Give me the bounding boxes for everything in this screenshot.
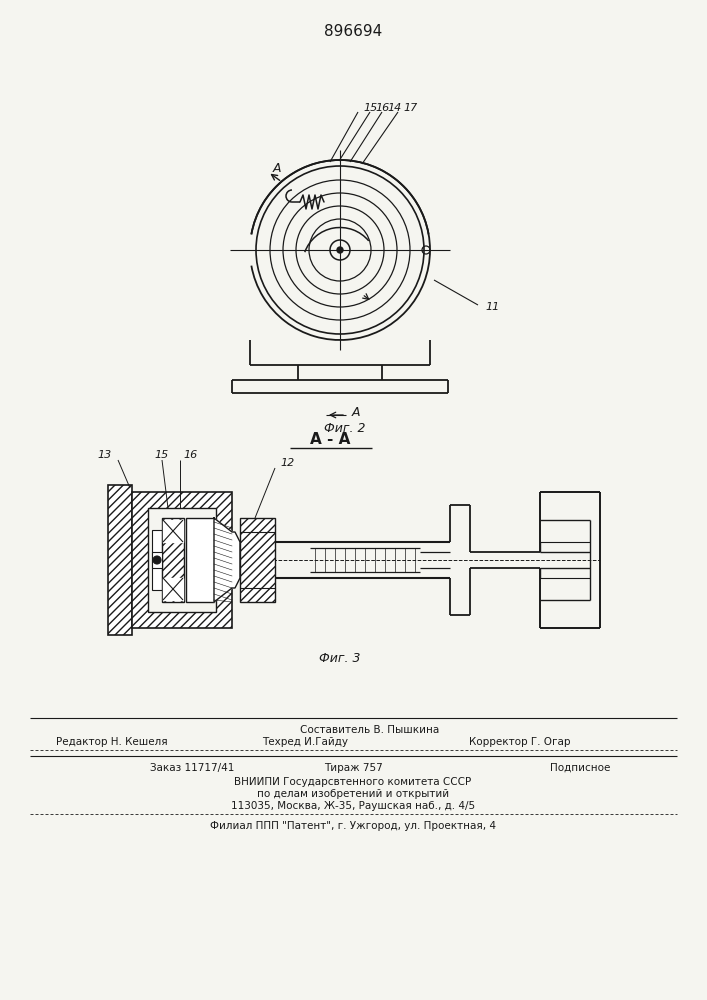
Text: 16: 16 xyxy=(375,103,390,113)
Text: Фиг. 3: Фиг. 3 xyxy=(320,652,361,664)
Text: 12: 12 xyxy=(280,458,294,468)
Text: 11: 11 xyxy=(485,302,499,312)
Text: Техред И.Гайду: Техред И.Гайду xyxy=(262,737,348,747)
Text: 13: 13 xyxy=(98,450,112,460)
Text: Тираж 757: Тираж 757 xyxy=(324,763,382,773)
Text: Филиал ППП "Патент", г. Ужгород, ул. Проектная, 4: Филиал ППП "Патент", г. Ужгород, ул. Про… xyxy=(210,821,496,831)
Bar xyxy=(240,518,275,602)
Circle shape xyxy=(337,247,343,253)
Text: Составитель В. Пышкина: Составитель В. Пышкина xyxy=(300,725,440,735)
Circle shape xyxy=(153,556,161,564)
Text: Корректор Г. Огар: Корректор Г. Огар xyxy=(469,737,571,747)
Text: Фиг. 2: Фиг. 2 xyxy=(325,422,366,434)
Text: 16: 16 xyxy=(183,450,197,460)
Text: 896694: 896694 xyxy=(324,24,382,39)
Text: Редактор Н. Кешеля: Редактор Н. Кешеля xyxy=(56,737,168,747)
Text: Заказ 11717/41: Заказ 11717/41 xyxy=(150,763,235,773)
Text: 113035, Москва, Ж-35, Раушская наб., д. 4/5: 113035, Москва, Ж-35, Раушская наб., д. … xyxy=(231,801,475,811)
Polygon shape xyxy=(163,578,183,600)
Bar xyxy=(152,530,162,590)
Text: ВНИИПИ Государсвтенного комитета СССР: ВНИИПИ Государсвтенного комитета СССР xyxy=(235,777,472,787)
Text: Подписное: Подписное xyxy=(550,763,610,773)
Text: A: A xyxy=(352,406,361,418)
Text: 15: 15 xyxy=(363,103,378,113)
Bar xyxy=(148,508,216,612)
Bar xyxy=(132,492,232,628)
Text: по делам изобретений и открытий: по делам изобретений и открытий xyxy=(257,789,449,799)
Bar xyxy=(152,552,162,568)
Text: 14: 14 xyxy=(387,103,402,113)
Bar xyxy=(186,518,214,602)
Text: А - А: А - А xyxy=(310,432,350,448)
Bar xyxy=(162,518,184,602)
Polygon shape xyxy=(214,518,240,602)
Polygon shape xyxy=(163,520,183,542)
Text: 17: 17 xyxy=(403,103,417,113)
Text: 15: 15 xyxy=(155,450,169,460)
Text: A: A xyxy=(273,161,281,174)
Bar xyxy=(108,485,132,635)
